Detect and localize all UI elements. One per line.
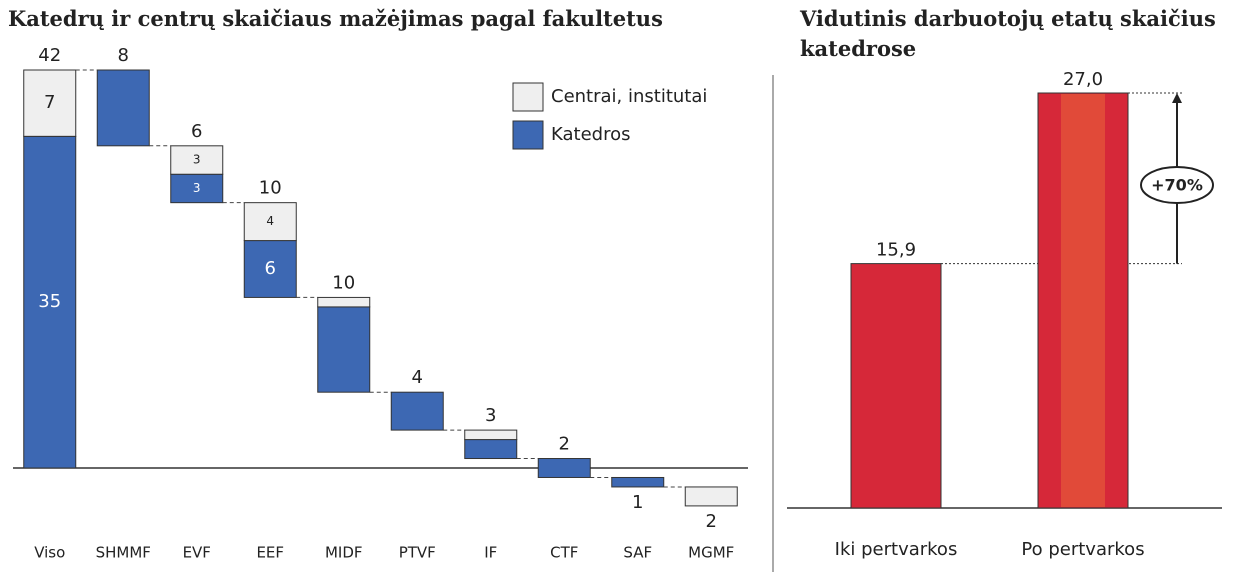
x-tick-label: Po pertvarkos bbox=[1021, 539, 1144, 560]
bar-highlight bbox=[1061, 94, 1105, 507]
bar-segment bbox=[170, 145, 224, 175]
legend-label: Centrai, institutai bbox=[551, 86, 707, 107]
value-label: 15,9 bbox=[876, 240, 916, 261]
bar-segment bbox=[464, 439, 518, 460]
x-tick-label: SHMMF bbox=[96, 544, 151, 562]
x-tick-label: Iki pertvarkos bbox=[835, 539, 958, 560]
chart-title: Vidutinis darbuotojų etatų skaičius kate… bbox=[800, 6, 1216, 61]
total-label: 10 bbox=[259, 178, 282, 199]
total-label: 1 bbox=[632, 492, 643, 513]
total-label: 42 bbox=[38, 45, 61, 66]
total-label: 3 bbox=[485, 405, 496, 426]
x-tick-label: CTF bbox=[550, 544, 578, 562]
x-tick-label: EVF bbox=[183, 544, 211, 562]
total-label: 2 bbox=[706, 511, 717, 532]
segment-label: 3 bbox=[193, 181, 201, 195]
annotation: +70% bbox=[1151, 176, 1203, 195]
x-tick-label: MIDF bbox=[325, 544, 363, 562]
segment-label: 7 bbox=[44, 92, 55, 113]
arrow-head bbox=[1172, 93, 1182, 103]
segment-label: 35 bbox=[38, 291, 61, 312]
x-tick-label: IF bbox=[484, 544, 497, 562]
bar-segment bbox=[23, 135, 77, 469]
bar-segment bbox=[170, 173, 224, 204]
bar-segment bbox=[96, 69, 150, 147]
bar-segment bbox=[23, 69, 77, 137]
bar bbox=[850, 263, 942, 509]
legend-swatch bbox=[512, 120, 544, 150]
total-label: 2 bbox=[559, 434, 570, 455]
total-label: 10 bbox=[332, 272, 355, 293]
segment-label: 4 bbox=[266, 214, 274, 228]
total-label: 8 bbox=[118, 45, 129, 66]
chart-title: Katedrų ir centrų skaičiaus mažėjimas pa… bbox=[8, 6, 663, 31]
segment-label: 3 bbox=[193, 153, 201, 167]
bar-segment bbox=[611, 476, 665, 488]
annotation-ellipse bbox=[1140, 166, 1214, 204]
x-tick-label: MGMF bbox=[688, 544, 734, 562]
bar-segment bbox=[317, 306, 371, 393]
x-tick-label: EEF bbox=[256, 544, 284, 562]
x-tick-label: SAF bbox=[623, 544, 652, 562]
total-label: 6 bbox=[191, 121, 202, 142]
x-tick-label: Viso bbox=[34, 544, 65, 562]
legend-swatch bbox=[512, 82, 544, 112]
legend-label: Katedros bbox=[551, 124, 630, 145]
bar-segment bbox=[684, 486, 738, 507]
bar-segment bbox=[464, 429, 518, 441]
bar-segment bbox=[537, 458, 591, 478]
total-label: 4 bbox=[412, 367, 423, 388]
x-tick-label: PTVF bbox=[399, 544, 436, 562]
segment-label: 6 bbox=[265, 258, 276, 279]
value-label: 27,0 bbox=[1063, 69, 1103, 90]
bar-segment bbox=[390, 391, 444, 431]
bar-segment bbox=[243, 202, 297, 242]
bar-segment bbox=[243, 240, 297, 298]
bar-segment bbox=[317, 296, 371, 308]
